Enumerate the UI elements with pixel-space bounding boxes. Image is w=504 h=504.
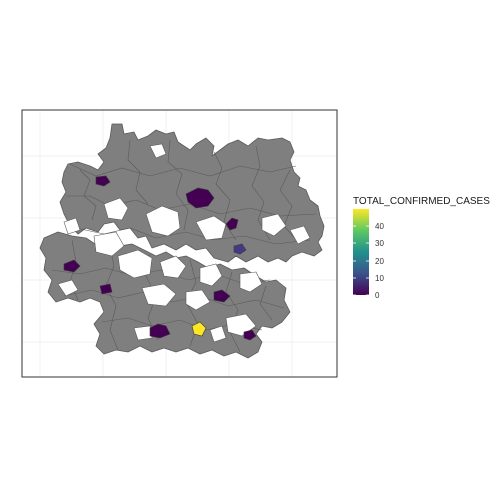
district-with-cases — [185, 187, 215, 209]
district-border — [259, 285, 273, 321]
missing-region — [159, 255, 187, 279]
missing-region — [141, 283, 177, 307]
missing-region — [145, 205, 181, 237]
missing-region — [185, 289, 211, 311]
district-with-cases — [225, 217, 239, 231]
district-border — [105, 245, 119, 351]
missing-region — [63, 217, 81, 235]
legend-tick-label: 10 — [375, 274, 384, 283]
district-with-cases — [233, 243, 247, 255]
district-border — [167, 139, 189, 231]
missing-region — [133, 325, 153, 341]
missing-region — [103, 197, 129, 221]
district-with-cases — [95, 175, 111, 187]
legend-tick-label: 40 — [375, 222, 384, 231]
panel-border — [21, 109, 338, 378]
missing-region — [117, 249, 153, 279]
missing-region — [93, 231, 125, 257]
missing-region — [289, 225, 311, 245]
district-border — [75, 227, 311, 245]
district-border — [63, 289, 285, 309]
district-border — [127, 139, 149, 205]
missing-region — [149, 143, 167, 159]
district-border — [69, 163, 297, 177]
district-border — [251, 145, 271, 241]
missing-districts — [57, 143, 311, 343]
district-border — [51, 267, 271, 285]
district-with-cases — [191, 321, 207, 337]
missing-region — [209, 325, 227, 343]
district-border — [279, 169, 299, 243]
district-with-cases — [149, 323, 171, 339]
district-border — [66, 195, 317, 217]
legend-tick-marks — [353, 225, 369, 296]
case-districts — [63, 175, 257, 341]
legend-tick-label: 30 — [375, 239, 384, 248]
district-with-cases — [243, 329, 257, 341]
district-with-cases — [213, 289, 231, 303]
district-with-cases — [63, 259, 81, 273]
missing-region — [239, 271, 263, 293]
legend-colorbar — [353, 209, 369, 295]
legend-title: TOTAL_CONFIRMED_CASES — [353, 196, 490, 207]
missing-region — [261, 213, 287, 237]
missing-region — [57, 279, 79, 297]
district-border — [225, 271, 241, 353]
legend: TOTAL_CONFIRMED_CASES 40 30 20 10 0 — [353, 196, 490, 300]
district-with-cases — [99, 283, 113, 295]
legend-tick-label: 0 — [375, 291, 380, 300]
missing-region — [195, 215, 227, 241]
missing-region — [199, 263, 223, 287]
legend-tick-label: 20 — [375, 257, 384, 266]
